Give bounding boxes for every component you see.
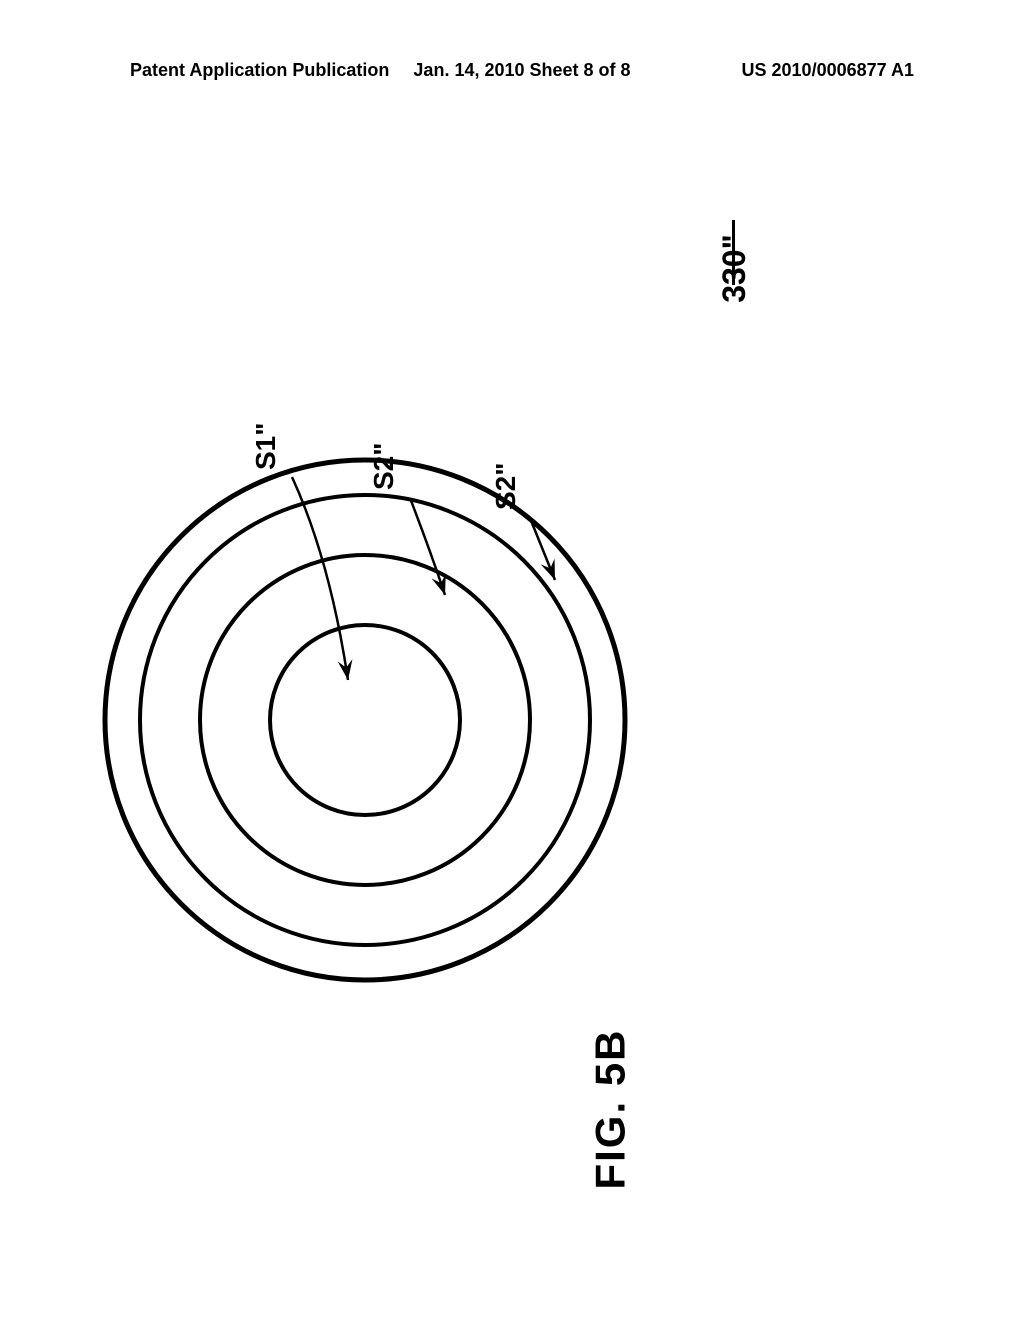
figure-diagram: S1" S2" S2" (0, 0, 1024, 1320)
region-label: S2" (490, 462, 521, 510)
region-label: S2" (368, 442, 399, 490)
concentric-circle (140, 495, 590, 945)
concentric-circle (270, 625, 460, 815)
figure-caption: FIG. 5B (587, 1028, 635, 1189)
region-label: S1" (250, 422, 281, 470)
reference-underline (732, 220, 735, 285)
concentric-circle (105, 460, 625, 980)
leader-line (410, 498, 445, 595)
concentric-circle (200, 555, 530, 885)
